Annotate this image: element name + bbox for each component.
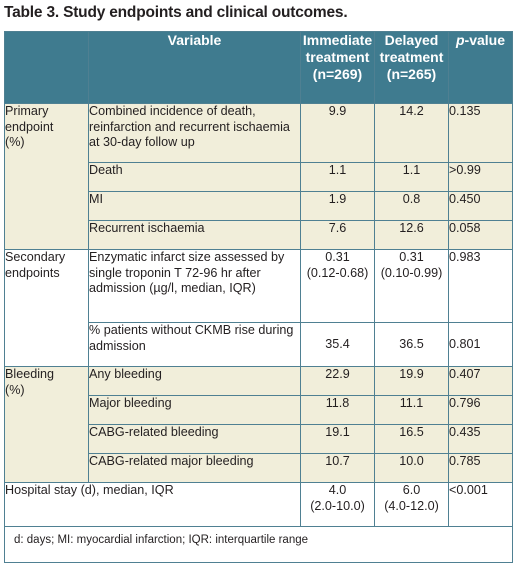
pvalue-cell: >0.99 bbox=[448, 162, 513, 192]
table-row: Primary endpoint (%) Combined incidence … bbox=[4, 103, 513, 250]
hospital-stay-label: Hospital stay (d), median, IQR bbox=[4, 482, 301, 527]
pvalue-cell: 0.407 bbox=[448, 366, 513, 396]
variable-cell: Death bbox=[88, 162, 301, 192]
group-label-secondary: Secondary endpoints bbox=[4, 249, 89, 367]
table-title: Table 3. Study endpoints and clinical ou… bbox=[4, 4, 348, 21]
header-immediate: Immediate treatment (n=269) bbox=[300, 31, 375, 104]
immediate-cell: 22.9 bbox=[300, 366, 375, 396]
table-row: CABG-related major bleeding 10.7 10.0 0.… bbox=[5, 453, 513, 483]
immediate-cell: 19.1 bbox=[300, 424, 375, 454]
immediate-cell: 35.4 bbox=[300, 322, 375, 367]
immediate-cell: 10.7 bbox=[300, 453, 375, 483]
table-row: % patients without CKMB rise during admi… bbox=[5, 322, 513, 367]
table-row: Hospital stay (d), median, IQR 4.0 (2.0-… bbox=[4, 482, 513, 527]
immediate-cell: 7.6 bbox=[300, 220, 375, 250]
delayed-cell: 1.1 bbox=[374, 162, 449, 192]
variable-cell: Enzymatic infarct size assessed by singl… bbox=[88, 249, 301, 323]
outcomes-table: Variable Immediate treatment (n=269) Del… bbox=[4, 31, 513, 563]
delayed-cell: 19.9 bbox=[374, 366, 449, 396]
group-label-bleeding: Bleeding (%) bbox=[4, 366, 89, 483]
pvalue-cell: <0.001 bbox=[448, 482, 513, 527]
variable-cell: Major bleeding bbox=[88, 395, 301, 425]
delayed-cell: 0.31 (0.10-0.99) bbox=[374, 249, 449, 323]
variable-cell: % patients without CKMB rise during admi… bbox=[88, 322, 301, 367]
variable-cell: Any bleeding bbox=[88, 366, 301, 396]
delayed-cell: 36.5 bbox=[374, 322, 449, 367]
table-row: Major bleeding 11.8 11.1 0.796 bbox=[5, 395, 513, 425]
delayed-cell: 16.5 bbox=[374, 424, 449, 454]
variable-cell: CABG-related major bleeding bbox=[88, 453, 301, 483]
variable-cell: Combined incidence of death, reinfarctio… bbox=[88, 103, 301, 163]
variable-cell: Recurrent ischaemia bbox=[88, 220, 301, 250]
delayed-cell: 14.2 bbox=[374, 103, 449, 163]
immediate-cell: 11.8 bbox=[300, 395, 375, 425]
header-group bbox=[4, 31, 89, 104]
pvalue-cell: 0.450 bbox=[448, 191, 513, 221]
immediate-cell: 9.9 bbox=[300, 103, 375, 163]
header-delayed: Delayed treatment (n=265) bbox=[374, 31, 449, 104]
pvalue-cell: 0.435 bbox=[448, 424, 513, 454]
table-row: MI 1.9 0.8 0.450 bbox=[5, 191, 513, 221]
immediate-cell: 1.9 bbox=[300, 191, 375, 221]
table-row: Bleeding (%) Any bleeding 22.9 19.9 0.40… bbox=[4, 366, 513, 483]
header-pvalue: p-value bbox=[448, 31, 513, 104]
footnote: d: days; MI: myocardial infarction; IQR:… bbox=[4, 526, 513, 563]
immediate-cell: 0.31 (0.12-0.68) bbox=[300, 249, 375, 323]
delayed-cell: 11.1 bbox=[374, 395, 449, 425]
delayed-cell: 12.6 bbox=[374, 220, 449, 250]
table-row: Recurrent ischaemia 7.6 12.6 0.058 bbox=[5, 220, 513, 250]
table-row: Death 1.1 1.1 >0.99 bbox=[5, 162, 513, 192]
variable-cell: CABG-related bleeding bbox=[88, 424, 301, 454]
footnote-row: d: days; MI: myocardial infarction; IQR:… bbox=[4, 526, 513, 563]
variable-cell: MI bbox=[88, 191, 301, 221]
pvalue-cell: 0.983 bbox=[448, 249, 513, 323]
pvalue-cell: 0.801 bbox=[448, 322, 513, 367]
table-row: Secondary endpoints Enzymatic infarct si… bbox=[4, 249, 513, 367]
group-label-primary: Primary endpoint (%) bbox=[4, 103, 89, 250]
pvalue-cell: 0.785 bbox=[448, 453, 513, 483]
immediate-cell: 1.1 bbox=[300, 162, 375, 192]
table-row: CABG-related bleeding 19.1 16.5 0.435 bbox=[5, 424, 513, 454]
delayed-cell: 0.8 bbox=[374, 191, 449, 221]
delayed-cell: 10.0 bbox=[374, 453, 449, 483]
pvalue-cell: 0.058 bbox=[448, 220, 513, 250]
delayed-cell: 6.0 (4.0-12.0) bbox=[374, 482, 449, 527]
immediate-cell: 4.0 (2.0-10.0) bbox=[300, 482, 375, 527]
pvalue-cell: 0.796 bbox=[448, 395, 513, 425]
header-variable: Variable bbox=[88, 31, 301, 104]
pvalue-cell: 0.135 bbox=[448, 103, 513, 163]
header-row: Variable Immediate treatment (n=269) Del… bbox=[4, 31, 513, 104]
